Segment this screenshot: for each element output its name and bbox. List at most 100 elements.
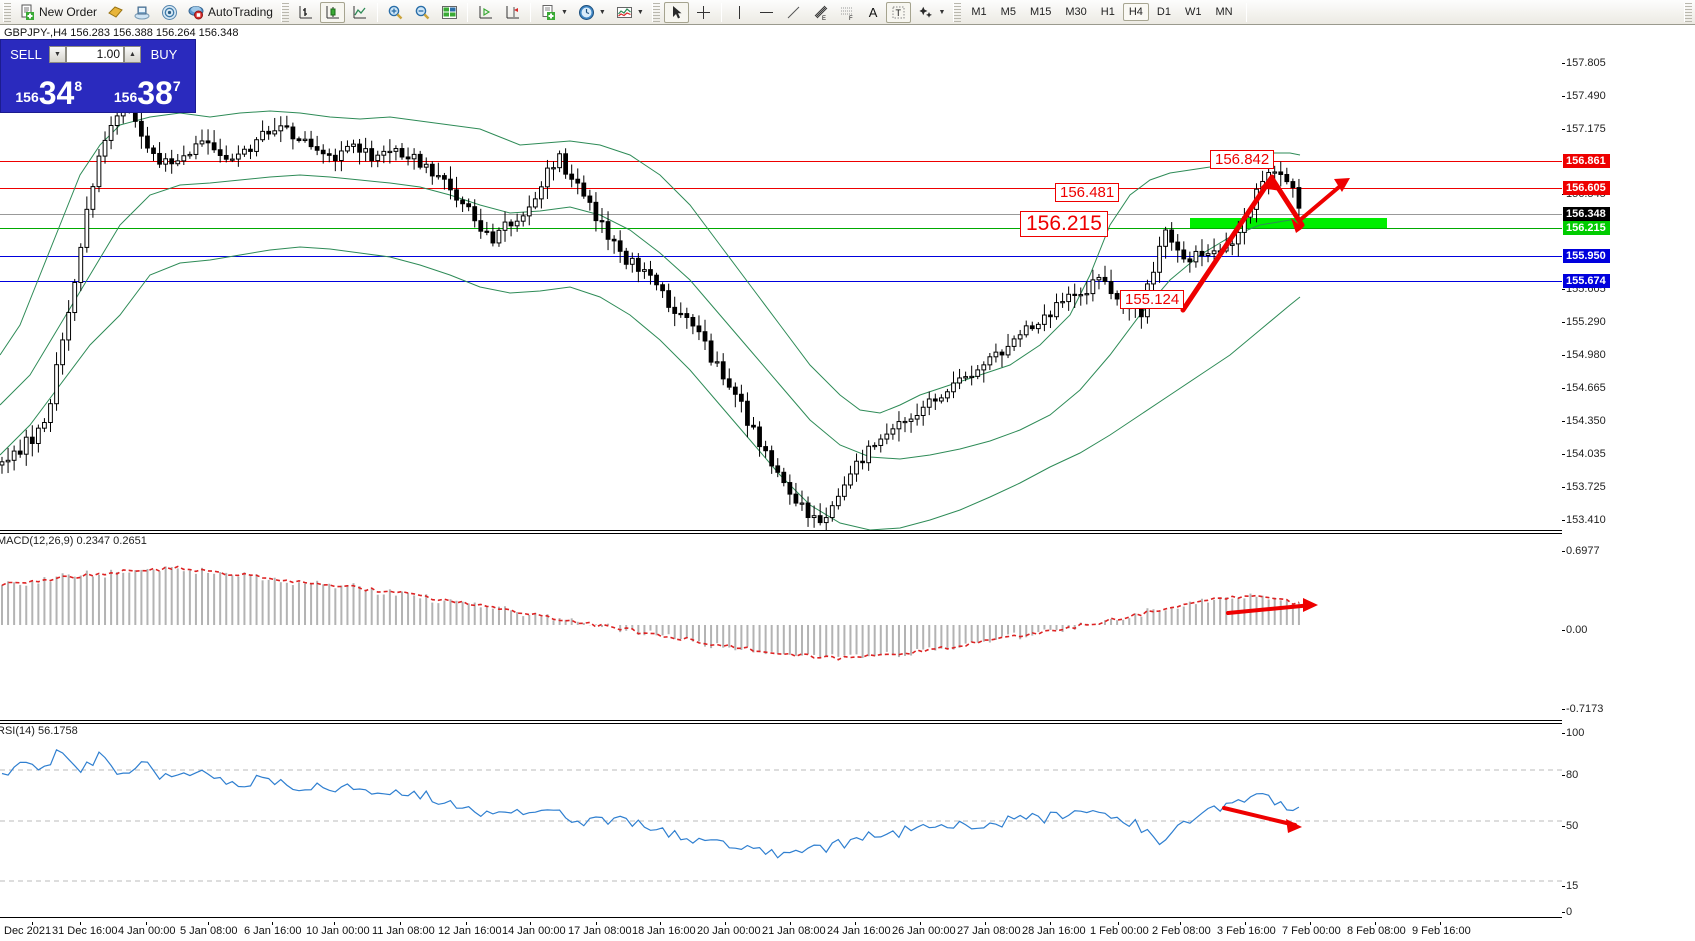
time-tick [725, 922, 726, 925]
vertical-line-button[interactable] [727, 2, 752, 23]
rsi-panel[interactable]: RSI(14) 56.1758 100 80 50 15 0 [0, 720, 1695, 941]
chart-area[interactable]: GBPJPY-,H4 156.283 156.388 156.264 156.3… [0, 25, 1695, 941]
chevron-down-icon-4[interactable]: ▼ [938, 8, 946, 16]
candle-bearish [326, 153, 332, 156]
chevron-down-icon-3[interactable]: ▼ [636, 8, 644, 16]
autotrading-button[interactable]: AutoTrading [184, 2, 277, 23]
new-order-label: New Order [39, 5, 98, 19]
time-tick [1245, 922, 1246, 925]
support-resistance-line[interactable] [0, 228, 1562, 229]
toolbar-grip-5[interactable] [1684, 2, 1692, 22]
fibonacci-button[interactable]: F [835, 2, 860, 23]
navigator-button[interactable] [130, 2, 155, 23]
crosshair-button[interactable] [691, 2, 716, 23]
line-chart-button[interactable] [347, 2, 372, 23]
toolbar-grip-4[interactable] [953, 2, 962, 22]
timeframe-m15-button[interactable]: M15 [1029, 6, 1052, 18]
support-resistance-line[interactable] [0, 281, 1562, 282]
timeframe-m5-button[interactable]: M5 [1000, 6, 1016, 18]
timeframe-h4-button[interactable]: H4 [1122, 3, 1149, 21]
candle-bullish [975, 369, 981, 377]
support-resistance-line[interactable] [0, 214, 1562, 215]
volume-input[interactable]: 1.00 [66, 46, 124, 63]
chevron-down-icon-2[interactable]: ▼ [598, 8, 606, 16]
price-tick: 153.410 [1562, 514, 1606, 526]
candle-bearish [793, 493, 799, 504]
zoom-out-button[interactable] [410, 2, 435, 23]
price-tag: 156.861 [1563, 154, 1610, 168]
candle-bullish [945, 391, 950, 399]
candle-bearish [702, 331, 708, 342]
candle-bullish [981, 364, 987, 371]
time-tick [855, 922, 856, 925]
timeframe-d1-button[interactable]: D1 [1156, 6, 1171, 18]
zoom-out-icon [415, 5, 430, 19]
time-label: 21 Jan 08:00 [762, 925, 826, 937]
one-click-trading-panel[interactable]: SELL ▼ 1.00 ▲ BUY 156 34 8 156 38 7 [0, 39, 196, 113]
candle-bearish [266, 130, 272, 135]
sell-price-main: 34 [38, 75, 75, 111]
macd-chart-svg [1, 565, 1318, 661]
timeframe-m30-button[interactable]: M30 [1065, 6, 1087, 18]
candle-bullish [551, 167, 556, 170]
strategy-tester-button[interactable] [157, 2, 182, 23]
toolbar-grip-3[interactable] [651, 2, 660, 22]
sell-price-button[interactable]: 156 34 8 [1, 66, 97, 110]
candle-bullish [963, 376, 968, 379]
buy-label[interactable]: BUY [150, 47, 178, 62]
candle-bullish [351, 143, 356, 147]
candle-bullish [642, 269, 647, 272]
candle-bullish [799, 502, 805, 505]
time-label: 6 Jan 16:00 [244, 925, 302, 937]
label-156-215[interactable]: 156.215 [1020, 211, 1108, 237]
toolbar-grip-2[interactable] [280, 2, 289, 22]
label-156-842[interactable]: 156.842 [1210, 150, 1275, 169]
period-button[interactable]: ▼ [574, 2, 610, 23]
cursor-button[interactable] [663, 1, 689, 23]
trendline-button[interactable] [781, 2, 806, 23]
timeframe-h1-button[interactable]: H1 [1100, 6, 1115, 18]
candlestick-chart-button[interactable] [319, 1, 345, 23]
bar-chart-button[interactable] [293, 2, 318, 23]
objects-button[interactable]: ▼ [913, 2, 949, 23]
timeframe-w1-button[interactable]: W1 [1184, 6, 1202, 18]
equidistant-channel-button[interactable]: E [808, 2, 833, 23]
price-panel[interactable]: GBPJPY-,H4 156.283 156.388 156.264 156.3… [0, 25, 1695, 595]
text-button[interactable]: A [862, 2, 885, 23]
macd-panel[interactable]: MACD(12,26,9) 0.2347 0.2651 0.6977 0.00 -0… [0, 530, 1695, 720]
sell-label[interactable]: SELL [10, 47, 42, 62]
new-order-button[interactable]: New Order [15, 2, 101, 23]
horizontal-line-button[interactable] [754, 2, 779, 23]
rsi-panel-divider [0, 720, 1562, 721]
timeframe-mn-button[interactable]: MN [1215, 6, 1233, 18]
label-156-481[interactable]: 156.481 [1055, 183, 1120, 202]
candle-bullish [520, 215, 526, 222]
candle-bearish [1114, 293, 1120, 300]
text-label-button[interactable]: T [886, 1, 912, 23]
candle-bullish [1163, 229, 1168, 247]
zoom-in-button[interactable] [383, 2, 408, 23]
chart-shift-button[interactable] [500, 2, 525, 23]
candle-bullish [496, 229, 502, 244]
candle-bullish [387, 150, 393, 154]
time-label: 24 Jan 16:00 [827, 925, 891, 937]
candle-bullish [890, 428, 896, 435]
support-resistance-line[interactable] [0, 161, 1562, 162]
volume-increase-button[interactable]: ▲ [124, 46, 141, 63]
support-resistance-line[interactable] [0, 256, 1562, 257]
metaeditor-button[interactable] [103, 2, 128, 23]
buy-price-button[interactable]: 156 38 7 [100, 66, 196, 110]
volume-decrease-button[interactable]: ▼ [49, 46, 66, 63]
templates-button[interactable]: ▼ [536, 2, 572, 23]
label-155-124[interactable]: 155.124 [1120, 290, 1185, 309]
candle-bullish [1060, 301, 1065, 304]
candle-bearish [1169, 229, 1175, 243]
timeframe-m1-button[interactable]: M1 [971, 6, 987, 18]
candle-bullish [60, 339, 65, 366]
auto-scroll-button[interactable] [473, 2, 498, 23]
data-window-button[interactable] [437, 2, 462, 23]
chevron-down-icon[interactable]: ▼ [560, 8, 568, 16]
indicators-button[interactable]: ▼ [612, 2, 648, 23]
toolbar-grip[interactable] [3, 2, 11, 22]
support-resistance-line[interactable] [0, 188, 1562, 189]
